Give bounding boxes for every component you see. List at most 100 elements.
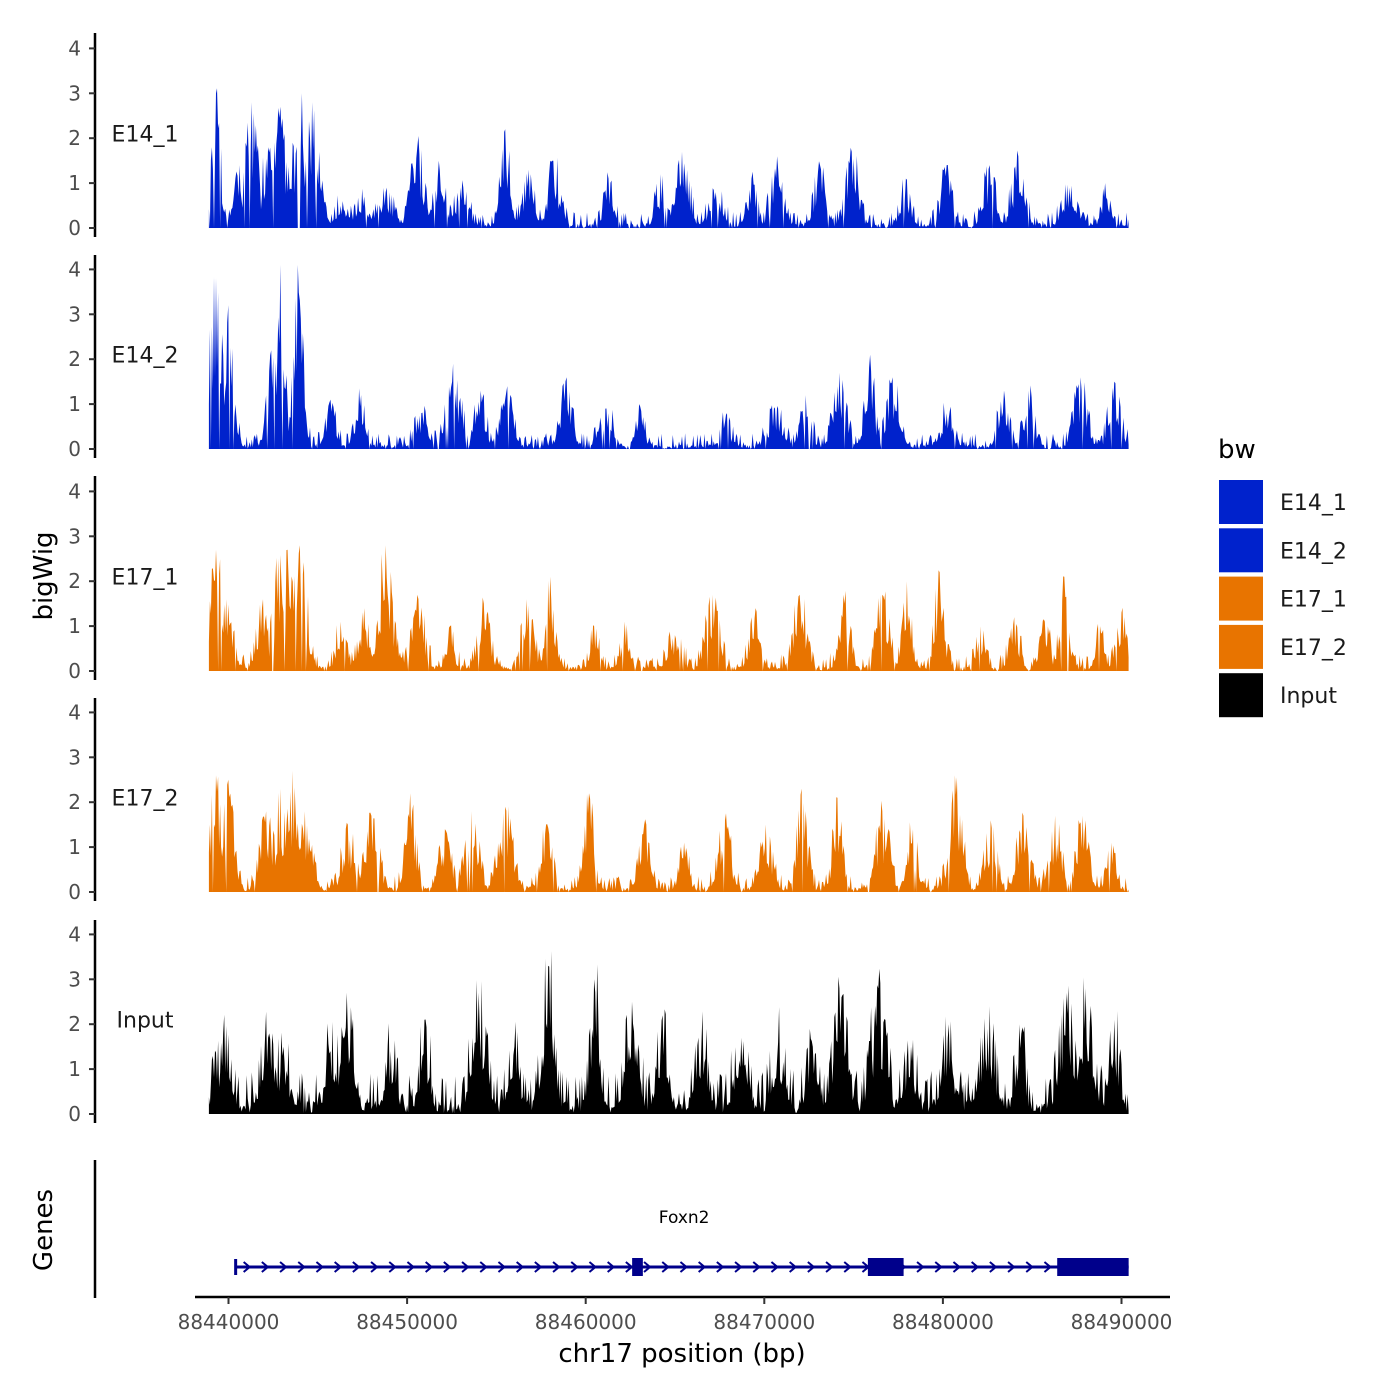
strand-arrow [952, 1261, 962, 1273]
legend: bw E14_1 E14_2 E17_1 E17_2 Input [1218, 435, 1347, 718]
y-tick-label: 1 [68, 614, 81, 638]
strand-arrow [916, 1261, 925, 1273]
signal-area-e17-2 [208, 770, 1129, 892]
track-label: E14_2 [112, 344, 179, 369]
y-tick-label: 2 [68, 569, 81, 593]
strand-arrow [370, 1261, 379, 1273]
y-tick-label: 2 [68, 126, 81, 150]
y-tick-label: 1 [68, 171, 81, 195]
signal-area-e17-1 [208, 545, 1129, 671]
track-input: 0 1 2 3 4 Input [68, 920, 1129, 1126]
legend-swatch [1219, 673, 1263, 718]
legend-title: bw [1218, 435, 1256, 465]
strand-arrow [406, 1261, 416, 1273]
signal-area-e14-1 [208, 88, 1129, 228]
strand-arrow [716, 1261, 725, 1273]
signal-area-e14-2 [208, 264, 1129, 449]
strand-arrow [770, 1261, 780, 1273]
track-e17-2: 0 1 2 3 4 E17_2 [68, 698, 1129, 904]
strand-arrow [661, 1261, 670, 1273]
strand-arrow [497, 1261, 507, 1273]
strand-arrow [552, 1261, 561, 1273]
y-tick-label: 1 [68, 1057, 81, 1081]
strand-arrow [807, 1261, 816, 1273]
signal-area-input [208, 951, 1129, 1114]
strand-arrow [825, 1261, 834, 1273]
track-label: E14_1 [112, 123, 179, 148]
strand-arrow [679, 1261, 689, 1273]
y-tick-label: 0 [68, 880, 81, 904]
y-tick-label: 2 [68, 790, 81, 814]
strand-arrow [315, 1261, 325, 1273]
strand-arrow [934, 1261, 943, 1273]
y-tick-label: 3 [68, 81, 81, 105]
strand-arrow [243, 1261, 252, 1273]
legend-label: E14_1 [1280, 491, 1347, 516]
strand-arrow [534, 1261, 543, 1273]
y-tick-label: 4 [68, 479, 81, 503]
track-label: E17_1 [112, 566, 179, 591]
legend-label: E17_1 [1280, 588, 1347, 613]
legend-label: E17_2 [1280, 636, 1347, 661]
gene-name-label: Foxn2 [659, 1208, 710, 1228]
strand-arrow [261, 1261, 270, 1273]
x-tick-label: 88450000 [356, 1310, 458, 1334]
track-label: E17_2 [112, 787, 179, 812]
strand-arrow [1007, 1261, 1016, 1273]
y-tick-label: 3 [68, 967, 81, 991]
strand-arrow [971, 1261, 980, 1273]
y-tick-label: 3 [68, 745, 81, 769]
y-tick-label: 0 [68, 1102, 81, 1126]
strand-arrow [516, 1261, 525, 1273]
x-axis-title: chr17 position (bp) [558, 1339, 805, 1369]
y-tick-label: 4 [68, 700, 81, 724]
strand-arrow [352, 1261, 361, 1273]
legend-label: Input [1280, 684, 1337, 709]
strand-arrow [443, 1261, 452, 1273]
gene-exon [867, 1258, 904, 1276]
track-e17-1: 0 1 2 3 4 E17_1 [68, 476, 1129, 683]
track-e14-1: 0 1 2 3 4 E14_1 [68, 33, 1129, 240]
strand-arrow [734, 1261, 743, 1273]
x-tick-label: 88480000 [892, 1310, 994, 1334]
legend-swatch [1219, 576, 1263, 621]
y-tick-label: 1 [68, 835, 81, 859]
genes-panel: Foxn2 [93, 1160, 1129, 1298]
x-tick-label: 88460000 [535, 1310, 637, 1334]
strand-arrow [570, 1261, 579, 1273]
strand-arrow [789, 1261, 798, 1273]
y-tick-label: 1 [68, 392, 81, 416]
y-tick-label: 3 [68, 302, 81, 326]
legend-swatch [1219, 528, 1263, 573]
x-tick-label: 88440000 [178, 1310, 280, 1334]
y-tick-label: 4 [68, 36, 81, 60]
legend-swatch [1219, 624, 1263, 669]
strand-arrow [698, 1261, 707, 1273]
strand-arrow [1043, 1261, 1053, 1273]
y-tick-label: 4 [68, 922, 81, 946]
strand-arrow [388, 1261, 397, 1273]
gene-exon [1057, 1258, 1129, 1276]
strand-arrow [1025, 1261, 1034, 1273]
strand-arrow [279, 1261, 288, 1273]
legend-label: E14_2 [1280, 539, 1347, 564]
y-tick-label: 4 [68, 257, 81, 281]
y-tick-label: 0 [68, 437, 81, 461]
strand-arrow [752, 1261, 761, 1273]
x-tick-label: 88470000 [713, 1310, 815, 1334]
x-tick-label: 88490000 [1071, 1310, 1173, 1334]
genes-axis-title: Genes [29, 1189, 59, 1271]
y-tick-label: 0 [68, 659, 81, 683]
y-tick-label: 2 [68, 1012, 81, 1036]
strand-arrow [334, 1261, 343, 1273]
strand-arrow [461, 1261, 470, 1273]
y-tick-label: 0 [68, 216, 81, 240]
strand-arrow [989, 1261, 998, 1273]
strand-arrow [479, 1261, 488, 1273]
tracks-layer: 0 1 2 3 4 E14_1 0 1 2 3 4 E14_2 0 1 2 3 4 E17_1 0 1 2 3 4 E17_2… [68, 33, 1129, 1126]
strand-arrow [425, 1261, 434, 1273]
track-e14-2: 0 1 2 3 4 E14_2 [68, 255, 1129, 461]
x-axis: 88440000 88450000 88460000 88470000 88480000… [178, 1295, 1173, 1334]
y-axis-title: bigWig [29, 531, 59, 620]
